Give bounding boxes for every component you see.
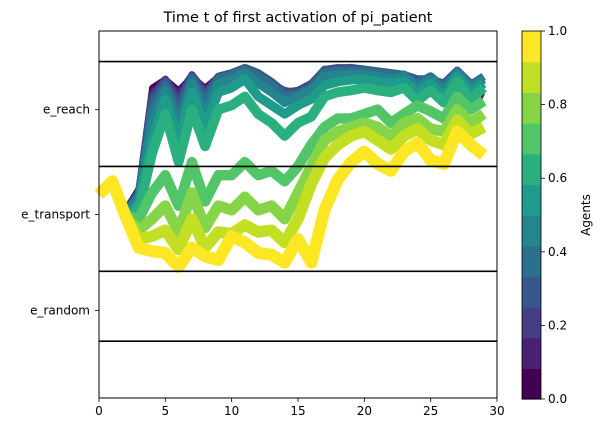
- colorbar-segment: [522, 276, 541, 308]
- colorbar-tick-label: 0.2: [548, 318, 567, 332]
- colorbar-ticks: 0.0 0.2 0.4 0.6 0.8 1.0: [541, 24, 567, 406]
- colorbar-segment: [522, 92, 541, 124]
- colorbar-segment: [522, 184, 541, 216]
- colorbar-label: Agents: [579, 194, 593, 236]
- x-tick-label: 30: [489, 404, 504, 418]
- x-tick-label: 0: [95, 404, 103, 418]
- colorbar-segment: [522, 123, 541, 155]
- series-line-12: [94, 125, 488, 273]
- colorbar-segment: [522, 31, 541, 63]
- colorbar-segment: [522, 245, 541, 277]
- colorbar-segment: [522, 215, 541, 247]
- x-tick-label: 10: [224, 404, 239, 418]
- colorbar-segment: [522, 337, 541, 369]
- series-line-7: [95, 71, 487, 221]
- colorbar: 0.0 0.2 0.4 0.6 0.8 1.0 Agents: [521, 24, 593, 406]
- x-axis: 0 5 10 15 20 25 30: [95, 398, 505, 418]
- colorbar-tick-label: 0.8: [548, 98, 567, 112]
- colorbar-tick-label: 0.6: [548, 171, 567, 185]
- colorbar-segment: [522, 153, 541, 185]
- y-tick-label: e_transport: [21, 208, 90, 222]
- x-tick-label: 20: [357, 404, 372, 418]
- colorbar-segment: [522, 61, 541, 93]
- colorbar-segment: [522, 307, 541, 339]
- y-axis: e_reach e_transport e_random: [21, 103, 99, 318]
- chart-title: Time t of first activation of pi_patient: [162, 10, 432, 26]
- colorbar-segment: [522, 368, 541, 400]
- colorbar-tick-label: 1.0: [548, 24, 567, 38]
- reference-lines: [99, 60, 497, 343]
- x-tick-label: 25: [423, 404, 438, 418]
- y-tick-label: e_random: [30, 304, 90, 318]
- colorbar-segments: [522, 31, 541, 400]
- series-line-9: [95, 91, 487, 225]
- series-layer: [94, 63, 488, 273]
- colorbar-tick-label: 0.0: [548, 392, 567, 406]
- x-tick-label: 15: [290, 404, 305, 418]
- y-tick-label: e_reach: [43, 103, 90, 117]
- colorbar-tick-label: 0.4: [548, 245, 567, 259]
- series-line-11: [94, 114, 487, 256]
- series-line-8: [95, 76, 487, 222]
- series-line-10: [95, 104, 487, 238]
- x-tick-label: 5: [162, 404, 170, 418]
- colorbar-frame: [521, 30, 542, 400]
